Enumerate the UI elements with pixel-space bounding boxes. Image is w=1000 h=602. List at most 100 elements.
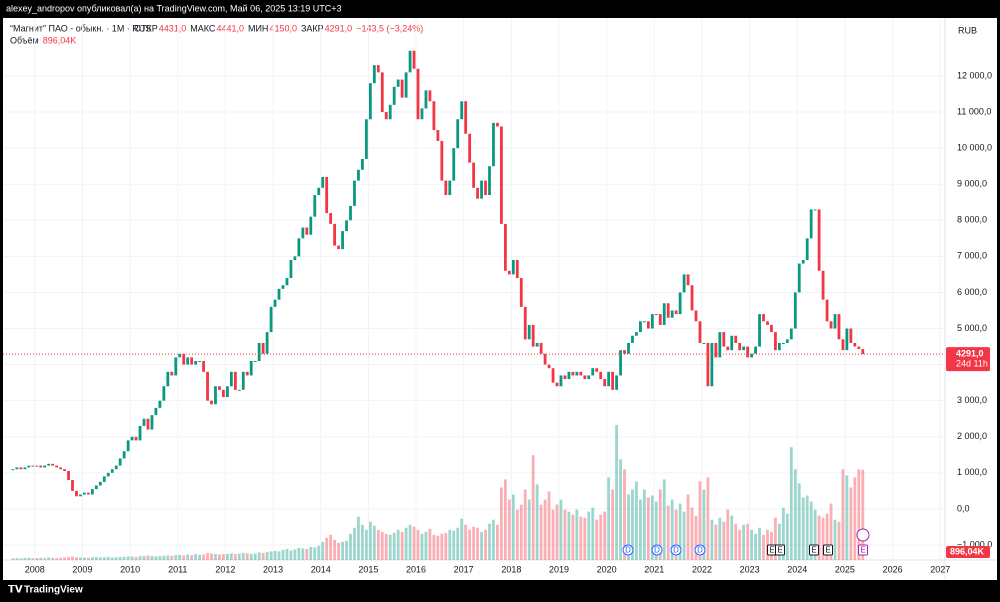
volume-bar [222,554,225,560]
y-tick-label: 11 000,0 [957,106,991,116]
candle [269,306,273,333]
volume-bar [218,554,221,560]
volume-bar [746,523,750,560]
candle [543,353,547,365]
volume-bar [79,557,82,560]
event-label: E [860,546,865,555]
x-tick-label: 2024 [787,564,807,574]
candle [416,68,420,120]
brand: TradingView [24,585,83,596]
volume-bar [639,499,642,560]
event-label: D [673,546,679,555]
volume-bar [623,469,626,560]
candle [841,339,845,351]
candle [361,158,364,170]
candle [368,83,372,120]
volume-bar [83,557,86,560]
candle [476,187,479,199]
candle [777,342,781,351]
volume-bar [480,531,483,560]
candle [31,465,35,467]
candle [15,467,19,470]
volume-bar [492,519,495,560]
y-tick-label: 7 000,0 [957,251,987,261]
x-tick-label: 2025 [835,564,855,574]
volume-bar [730,515,734,560]
candle [523,306,527,340]
candle [627,342,630,354]
volume-bar [543,499,547,560]
candle [241,371,245,390]
event-label: E [769,546,774,555]
candle [233,371,237,390]
candle [674,310,678,315]
volume-bar [539,504,543,560]
candle [130,436,134,441]
candle [702,342,706,344]
volume-bar [186,554,190,560]
volume-bar [353,527,356,560]
candle [333,223,337,246]
candle [261,342,265,354]
candle [23,467,27,470]
volume-bar [694,515,698,560]
candle [734,335,738,343]
volume-bar [158,555,162,560]
candle [500,126,503,224]
volume-bar [345,540,348,560]
volume-bar [531,455,535,560]
volume-bar [615,425,618,560]
volume-bar [118,556,122,560]
volume-bar [563,509,567,560]
y-tick-label: −1 000,0 [957,539,992,549]
candle [329,213,333,224]
candle [488,166,491,196]
candle [265,332,269,354]
volume-bar [63,557,66,560]
candle [98,481,102,486]
candle [845,328,849,351]
y-tick-label: 12 000,0 [957,70,992,80]
event-label: E [811,546,816,555]
volume-bar [11,558,15,560]
volume-bar [325,537,329,560]
volume-bar [488,523,491,560]
volume-bar [35,557,39,560]
volume-bar [464,524,468,560]
candle [849,328,853,343]
y-tick-label: 9 000,0 [957,179,987,189]
candle [718,332,722,358]
candle [654,314,658,316]
volume-bar [519,504,523,560]
candle [281,285,285,289]
volume-bar [47,557,51,560]
volume-bar [646,497,650,560]
candle [599,371,603,380]
volume-bar [662,479,666,560]
candle [579,371,583,376]
candle [813,209,817,211]
candle [817,209,821,271]
volume-bar [305,548,309,560]
candle [547,364,551,369]
volume-bar [114,557,118,560]
x-tick-label: 2008 [25,564,45,574]
candle [531,324,535,347]
candle [710,342,714,387]
candle [781,342,785,344]
volume-bar [619,459,622,560]
volume-bar [789,447,793,560]
volume-bar [285,548,289,560]
volume-bar [269,551,273,560]
candle [754,346,757,354]
volume-bar [94,556,98,560]
volume-bar [718,517,722,560]
symbol: “Магнит” ПАО - обыкн. · 1M · RUS [10,23,151,33]
candle [341,231,344,250]
candle [555,382,559,387]
volume-bar [698,481,702,560]
volume-bar [75,557,78,560]
volume-bar [829,503,833,560]
candle [87,492,90,495]
y-tick-label: 8 000,0 [957,215,987,225]
